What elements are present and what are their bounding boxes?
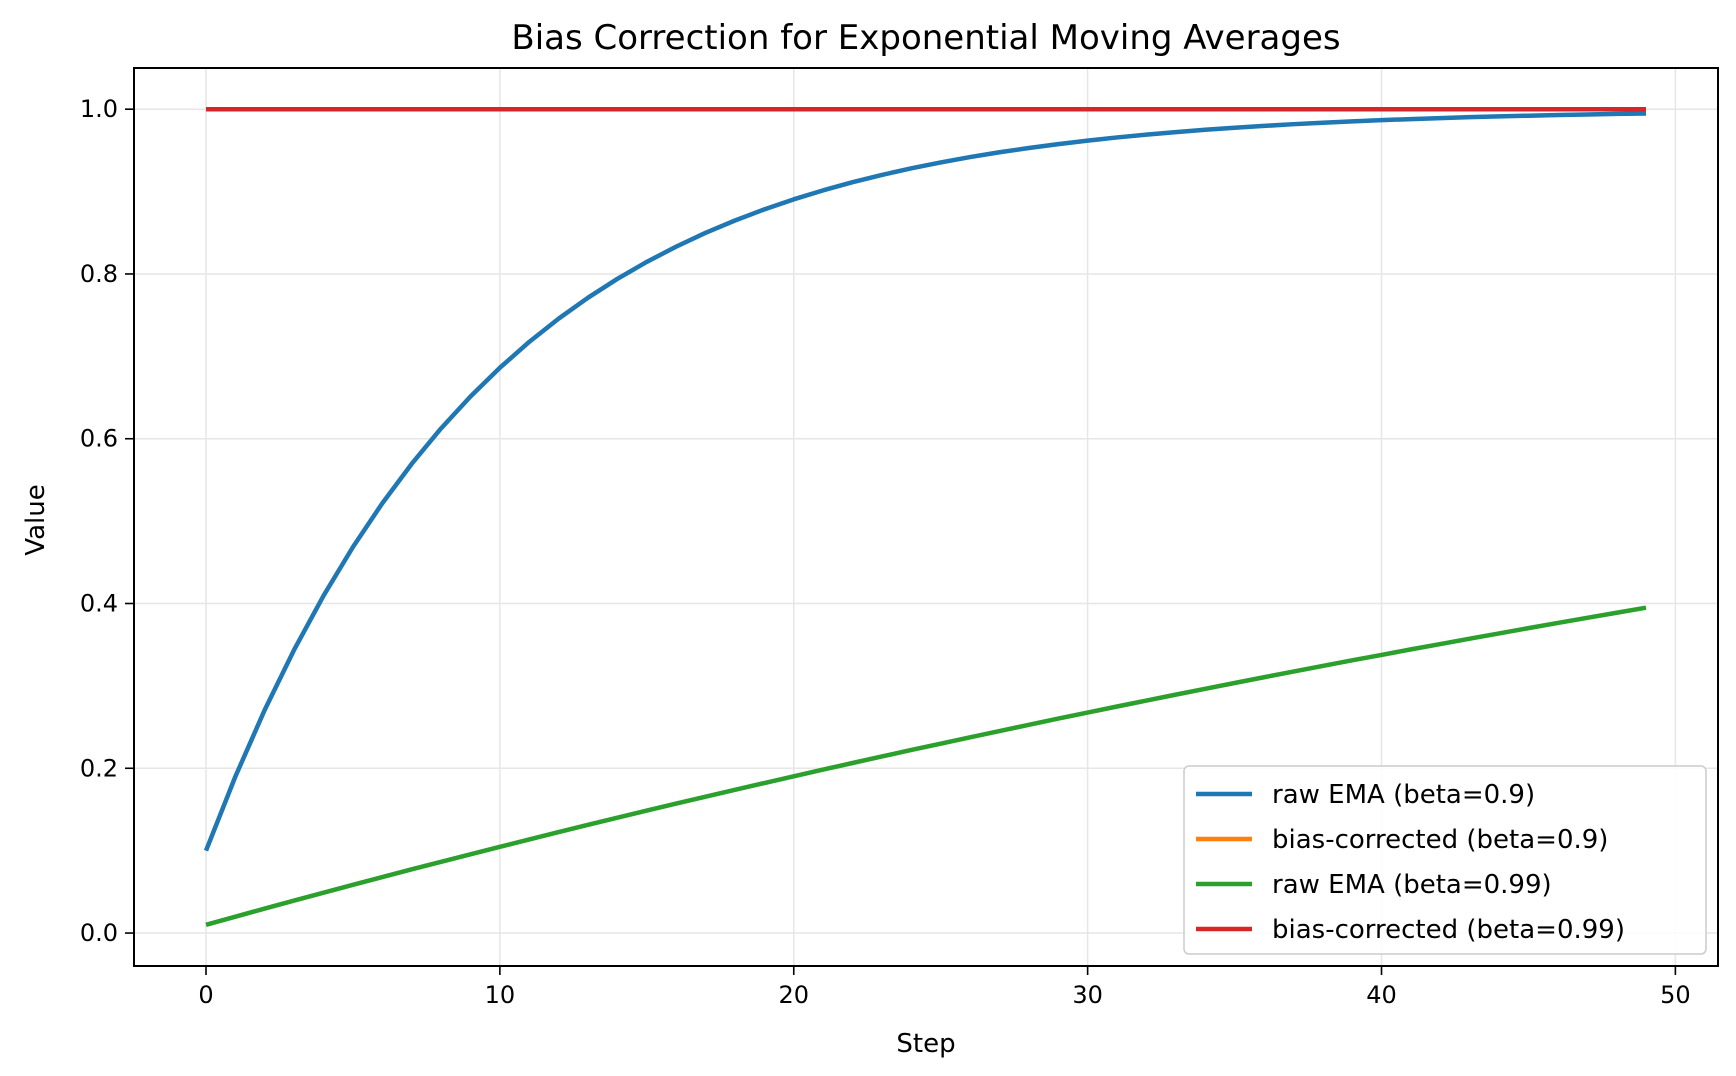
x-tick-label: 10 — [485, 981, 516, 1009]
legend-label: raw EMA (beta=0.99) — [1272, 870, 1552, 900]
x-tick-label: 30 — [1072, 981, 1103, 1009]
series-line-3 — [205, 605, 1647, 927]
legend-label: bias-corrected (beta=0.9) — [1272, 825, 1608, 855]
y-tick-label: 0.6 — [80, 425, 118, 453]
x-tick-label: 0 — [198, 981, 213, 1009]
chart-title: Bias Correction for Exponential Moving A… — [511, 18, 1340, 58]
x-tick-label: 40 — [1366, 981, 1397, 1009]
plot-frame — [133, 67, 1719, 967]
legend-label: raw EMA (beta=0.9) — [1272, 780, 1535, 810]
y-tick-label: 0.8 — [80, 260, 118, 288]
series-line-1 — [203, 111, 1647, 852]
y-axis-label: Value — [21, 484, 51, 555]
ticks: 0 10 20 30 40 50 0.0 0.2 0.4 0.6 0.8 1.0 — [80, 95, 1691, 1009]
y-tick-label: 1.0 — [80, 95, 118, 123]
y-tick-label: 0.0 — [80, 919, 118, 947]
x-tick-label: 50 — [1660, 981, 1691, 1009]
legend-label: bias-corrected (beta=0.99) — [1272, 915, 1625, 945]
y-tick-label: 0.2 — [80, 754, 118, 782]
x-axis-label: Step — [896, 1029, 955, 1059]
x-tick-label: 20 — [778, 981, 809, 1009]
legend: raw EMA (beta=0.9) bias-corrected (beta=0… — [1183, 765, 1707, 955]
y-tick-label: 0.4 — [80, 590, 118, 618]
series-layer — [203, 106, 1647, 927]
legend-box — [1183, 765, 1707, 955]
